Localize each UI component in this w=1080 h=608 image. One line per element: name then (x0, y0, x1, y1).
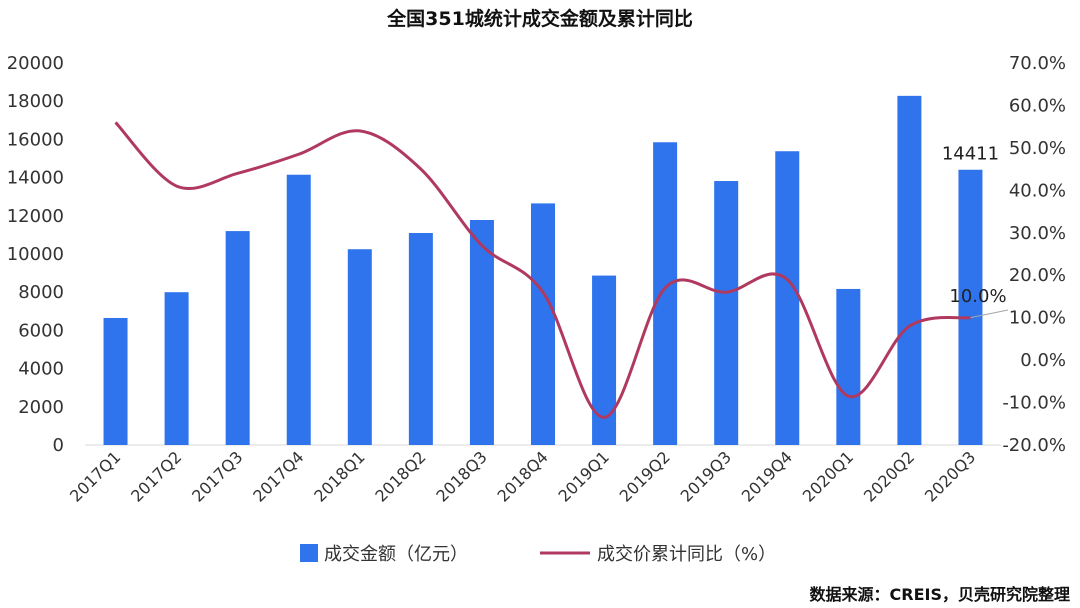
legend: 成交金额（亿元） 成交价累计同比（%） (300, 544, 776, 565)
bar (836, 288, 861, 445)
right-tick-label: -20.0% (1002, 435, 1066, 456)
left-tick-label: 16000 (7, 129, 64, 150)
legend-line-label: 成交价累计同比（%） (597, 544, 776, 565)
left-tick-label: 10000 (7, 244, 64, 265)
right-tick-label: 30.0% (1009, 223, 1066, 244)
bar (653, 142, 678, 445)
line-label-leader (970, 309, 1009, 319)
line-path (114, 121, 971, 419)
right-tick-label: 70.0% (1009, 53, 1066, 74)
category-label: 2018Q3 (432, 447, 490, 505)
category-label: 2017Q2 (127, 447, 185, 505)
category-label: 2018Q2 (371, 447, 429, 505)
legend-bar-swatch (300, 544, 318, 562)
category-label: 2019Q1 (555, 447, 613, 505)
left-tick-label: 18000 (7, 91, 64, 112)
right-tick-label: 20.0% (1009, 265, 1066, 286)
left-tick-label: 14000 (7, 168, 64, 189)
bar (958, 169, 983, 446)
bar (347, 249, 372, 445)
bar (469, 220, 494, 445)
left-tick-label: 8000 (18, 282, 64, 303)
left-tick-label: 4000 (18, 359, 64, 380)
bar-series (103, 95, 983, 446)
category-label: 2019Q2 (616, 447, 674, 505)
left-tick-label: 20000 (7, 53, 64, 74)
bar-data-label: 14411 (942, 144, 999, 165)
category-label: 2017Q3 (188, 447, 246, 505)
right-axis: -20.0% -10.0% 0.0% 10.0% 20.0% 30.0% 40.0% 50.0… (1002, 53, 1066, 456)
category-label: 2020Q1 (799, 447, 857, 505)
left-tick-label: 12000 (7, 206, 64, 227)
legend-bar-label: 成交金额（亿元） (324, 544, 468, 565)
category-label: 2019Q3 (677, 447, 735, 505)
category-label: 2017Q4 (249, 447, 307, 505)
bar (531, 203, 555, 445)
right-tick-label: 0.0% (1020, 350, 1066, 371)
bar (897, 95, 922, 446)
bar (714, 181, 739, 445)
left-tick-label: 2000 (18, 397, 64, 418)
left-tick-label: 0 (53, 435, 64, 456)
category-axis: 2017Q1 2017Q2 2017Q3 2017Q4 2018Q1 2018Q2 2018… (66, 447, 979, 505)
category-label: 2019Q4 (738, 447, 796, 505)
bar (225, 231, 250, 445)
category-label: 2020Q3 (921, 447, 979, 505)
bar (286, 174, 311, 446)
line-series (114, 121, 971, 419)
bar (592, 275, 617, 445)
right-tick-label: 40.0% (1009, 180, 1066, 201)
chart-title: 全国351城统计成交金额及累计同比 (386, 7, 693, 30)
annotations: 14411 10.0% (942, 144, 1009, 319)
bar (164, 292, 189, 445)
right-tick-label: 50.0% (1009, 138, 1066, 159)
right-tick-label: 10.0% (1009, 308, 1066, 329)
category-label: 2018Q4 (493, 447, 551, 505)
category-label: 2018Q1 (310, 447, 368, 505)
line-data-label: 10.0% (949, 286, 1006, 307)
category-label: 2017Q1 (66, 447, 124, 505)
bar (408, 232, 433, 445)
right-tick-label: 60.0% (1009, 95, 1066, 116)
left-axis: 0 2000 4000 6000 8000 10000 12000 14000 16000 180… (7, 53, 64, 456)
source-note: 数据来源：CREIS，贝壳研究院整理 (810, 585, 1070, 604)
bar (775, 151, 800, 445)
right-tick-label: -10.0% (1002, 393, 1066, 414)
bar (103, 317, 128, 445)
left-tick-label: 6000 (18, 320, 64, 341)
category-label: 2020Q2 (860, 447, 918, 505)
